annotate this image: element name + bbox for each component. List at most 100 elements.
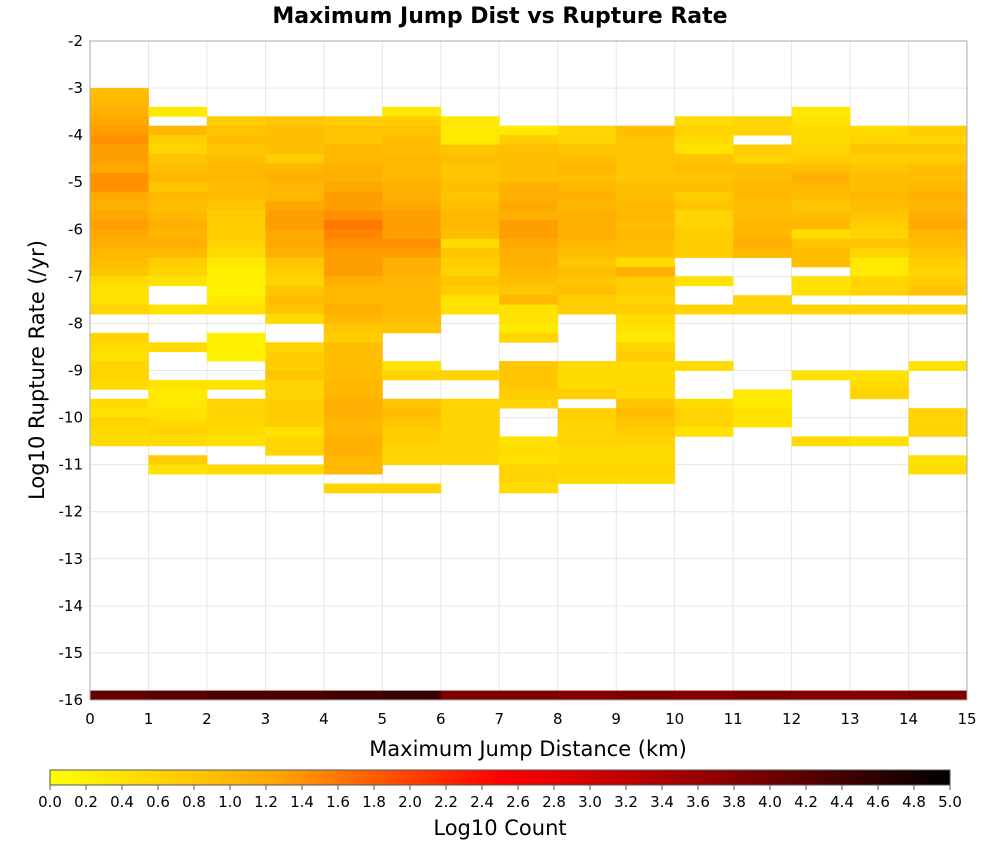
heatmap-cell: [499, 135, 559, 145]
heatmap-cell: [850, 125, 909, 136]
heatmap-cell: [323, 436, 383, 447]
heatmap-cell: [557, 445, 617, 456]
heatmap-cell: [908, 125, 968, 136]
heatmap-cell: [440, 285, 500, 296]
heatmap-cell: [382, 201, 442, 211]
heatmap-cell: [791, 144, 851, 155]
heatmap-cell-bottom: [265, 690, 325, 701]
x-tick-label: 0: [85, 710, 95, 728]
heatmap-cell: [265, 135, 325, 145]
heatmap-cell: [323, 455, 383, 466]
heatmap-cell: [265, 257, 325, 268]
heatmap-cell: [791, 436, 851, 447]
heatmap-cell: [90, 116, 149, 127]
heatmap-cell: [557, 248, 617, 258]
heatmap-cell: [265, 266, 325, 277]
heatmap-cell: [206, 219, 266, 230]
heatmap-cell: [440, 257, 500, 268]
heatmap-cell: [674, 361, 734, 371]
heatmap-cell: [382, 116, 442, 127]
heatmap-cell: [382, 455, 442, 466]
heatmap-cell: [440, 248, 500, 258]
heatmap-cell: [323, 379, 383, 390]
heatmap-cell: [850, 285, 909, 296]
heatmap-cell: [265, 314, 325, 324]
heatmap-cell: [90, 106, 149, 117]
heatmap-cell: [90, 295, 149, 305]
heatmap-cell: [382, 445, 442, 456]
heatmap-cell: [616, 304, 676, 315]
colorbar-tick-label: 3.0: [578, 793, 602, 811]
heatmap-cell: [265, 361, 325, 371]
heatmap-cell: [323, 304, 383, 315]
heatmap-cell: [148, 266, 208, 277]
heatmap-cell: [908, 304, 968, 315]
heatmap-cell: [148, 144, 208, 155]
heatmap-cell-bottom: [733, 690, 792, 701]
heatmap-cell: [791, 135, 851, 145]
heatmap-cell: [733, 238, 792, 249]
heatmap-cell: [733, 163, 792, 174]
heatmap-cell: [323, 219, 383, 230]
heatmap-cell: [382, 314, 442, 324]
heatmap-cell: [733, 144, 792, 155]
heatmap-cell: [265, 464, 325, 475]
heatmap-cell-bottom: [382, 690, 442, 701]
heatmap-cell: [557, 266, 617, 277]
heatmap-cell: [499, 436, 559, 447]
heatmap-cell-bottom: [674, 690, 734, 701]
heatmap-cell: [674, 163, 734, 174]
heatmap-cell: [265, 276, 325, 287]
heatmap-cell: [908, 201, 968, 211]
heatmap-cell: [733, 408, 792, 418]
heatmap-cell: [674, 201, 734, 211]
heatmap-cell: [616, 445, 676, 456]
heatmap-cell: [674, 210, 734, 221]
heatmap-cell: [265, 342, 325, 353]
heatmap-cell: [323, 408, 383, 418]
heatmap-cell: [616, 172, 676, 183]
heatmap-cell: [850, 436, 909, 447]
heatmap-cell: [557, 229, 617, 240]
heatmap-cell: [323, 370, 383, 381]
heatmap-cell: [791, 304, 851, 315]
heatmap-cell: [733, 304, 792, 315]
x-axis-label: Maximum Jump Distance (km): [369, 737, 687, 761]
heatmap-cell: [90, 248, 149, 258]
heatmap-cell: [440, 304, 500, 315]
heatmap-cell: [850, 257, 909, 268]
heatmap-cell: [557, 455, 617, 466]
heatmap-cell: [323, 172, 383, 183]
heatmap-cell: [323, 248, 383, 258]
heatmap-cell: [557, 238, 617, 249]
heatmap-cell: [499, 398, 559, 409]
y-tick-label: -4: [68, 126, 83, 144]
x-tick-label: 1: [144, 710, 154, 728]
heatmap-cell: [674, 276, 734, 287]
heatmap-cell: [323, 257, 383, 268]
heatmap-cell: [908, 257, 968, 268]
heatmap-cell: [733, 153, 792, 164]
heatmap-cell: [791, 285, 851, 296]
colorbar-tick-label: 2.4: [470, 793, 494, 811]
x-tick-label: 10: [665, 710, 684, 728]
heatmap-cell: [557, 257, 617, 268]
colorbar-label: Log10 Count: [433, 816, 566, 840]
heatmap-cell-bottom: [557, 690, 617, 701]
heatmap-cell: [90, 332, 149, 343]
heatmap-cell: [265, 144, 325, 155]
heatmap-cell: [791, 219, 851, 230]
heatmap-cell: [323, 182, 383, 193]
heatmap-cell: [499, 153, 559, 164]
heatmap-cell: [908, 191, 968, 202]
heatmap-cell: [382, 361, 442, 371]
heatmap-cell: [499, 191, 559, 202]
heatmap-cell: [908, 426, 968, 437]
heatmap-cell: [674, 116, 734, 127]
heatmap-cell: [90, 182, 149, 193]
heatmap-cell: [148, 379, 208, 390]
colorbar-tick-label: 2.2: [434, 793, 458, 811]
heatmap-cell: [440, 370, 500, 381]
heatmap-cell: [382, 106, 442, 117]
